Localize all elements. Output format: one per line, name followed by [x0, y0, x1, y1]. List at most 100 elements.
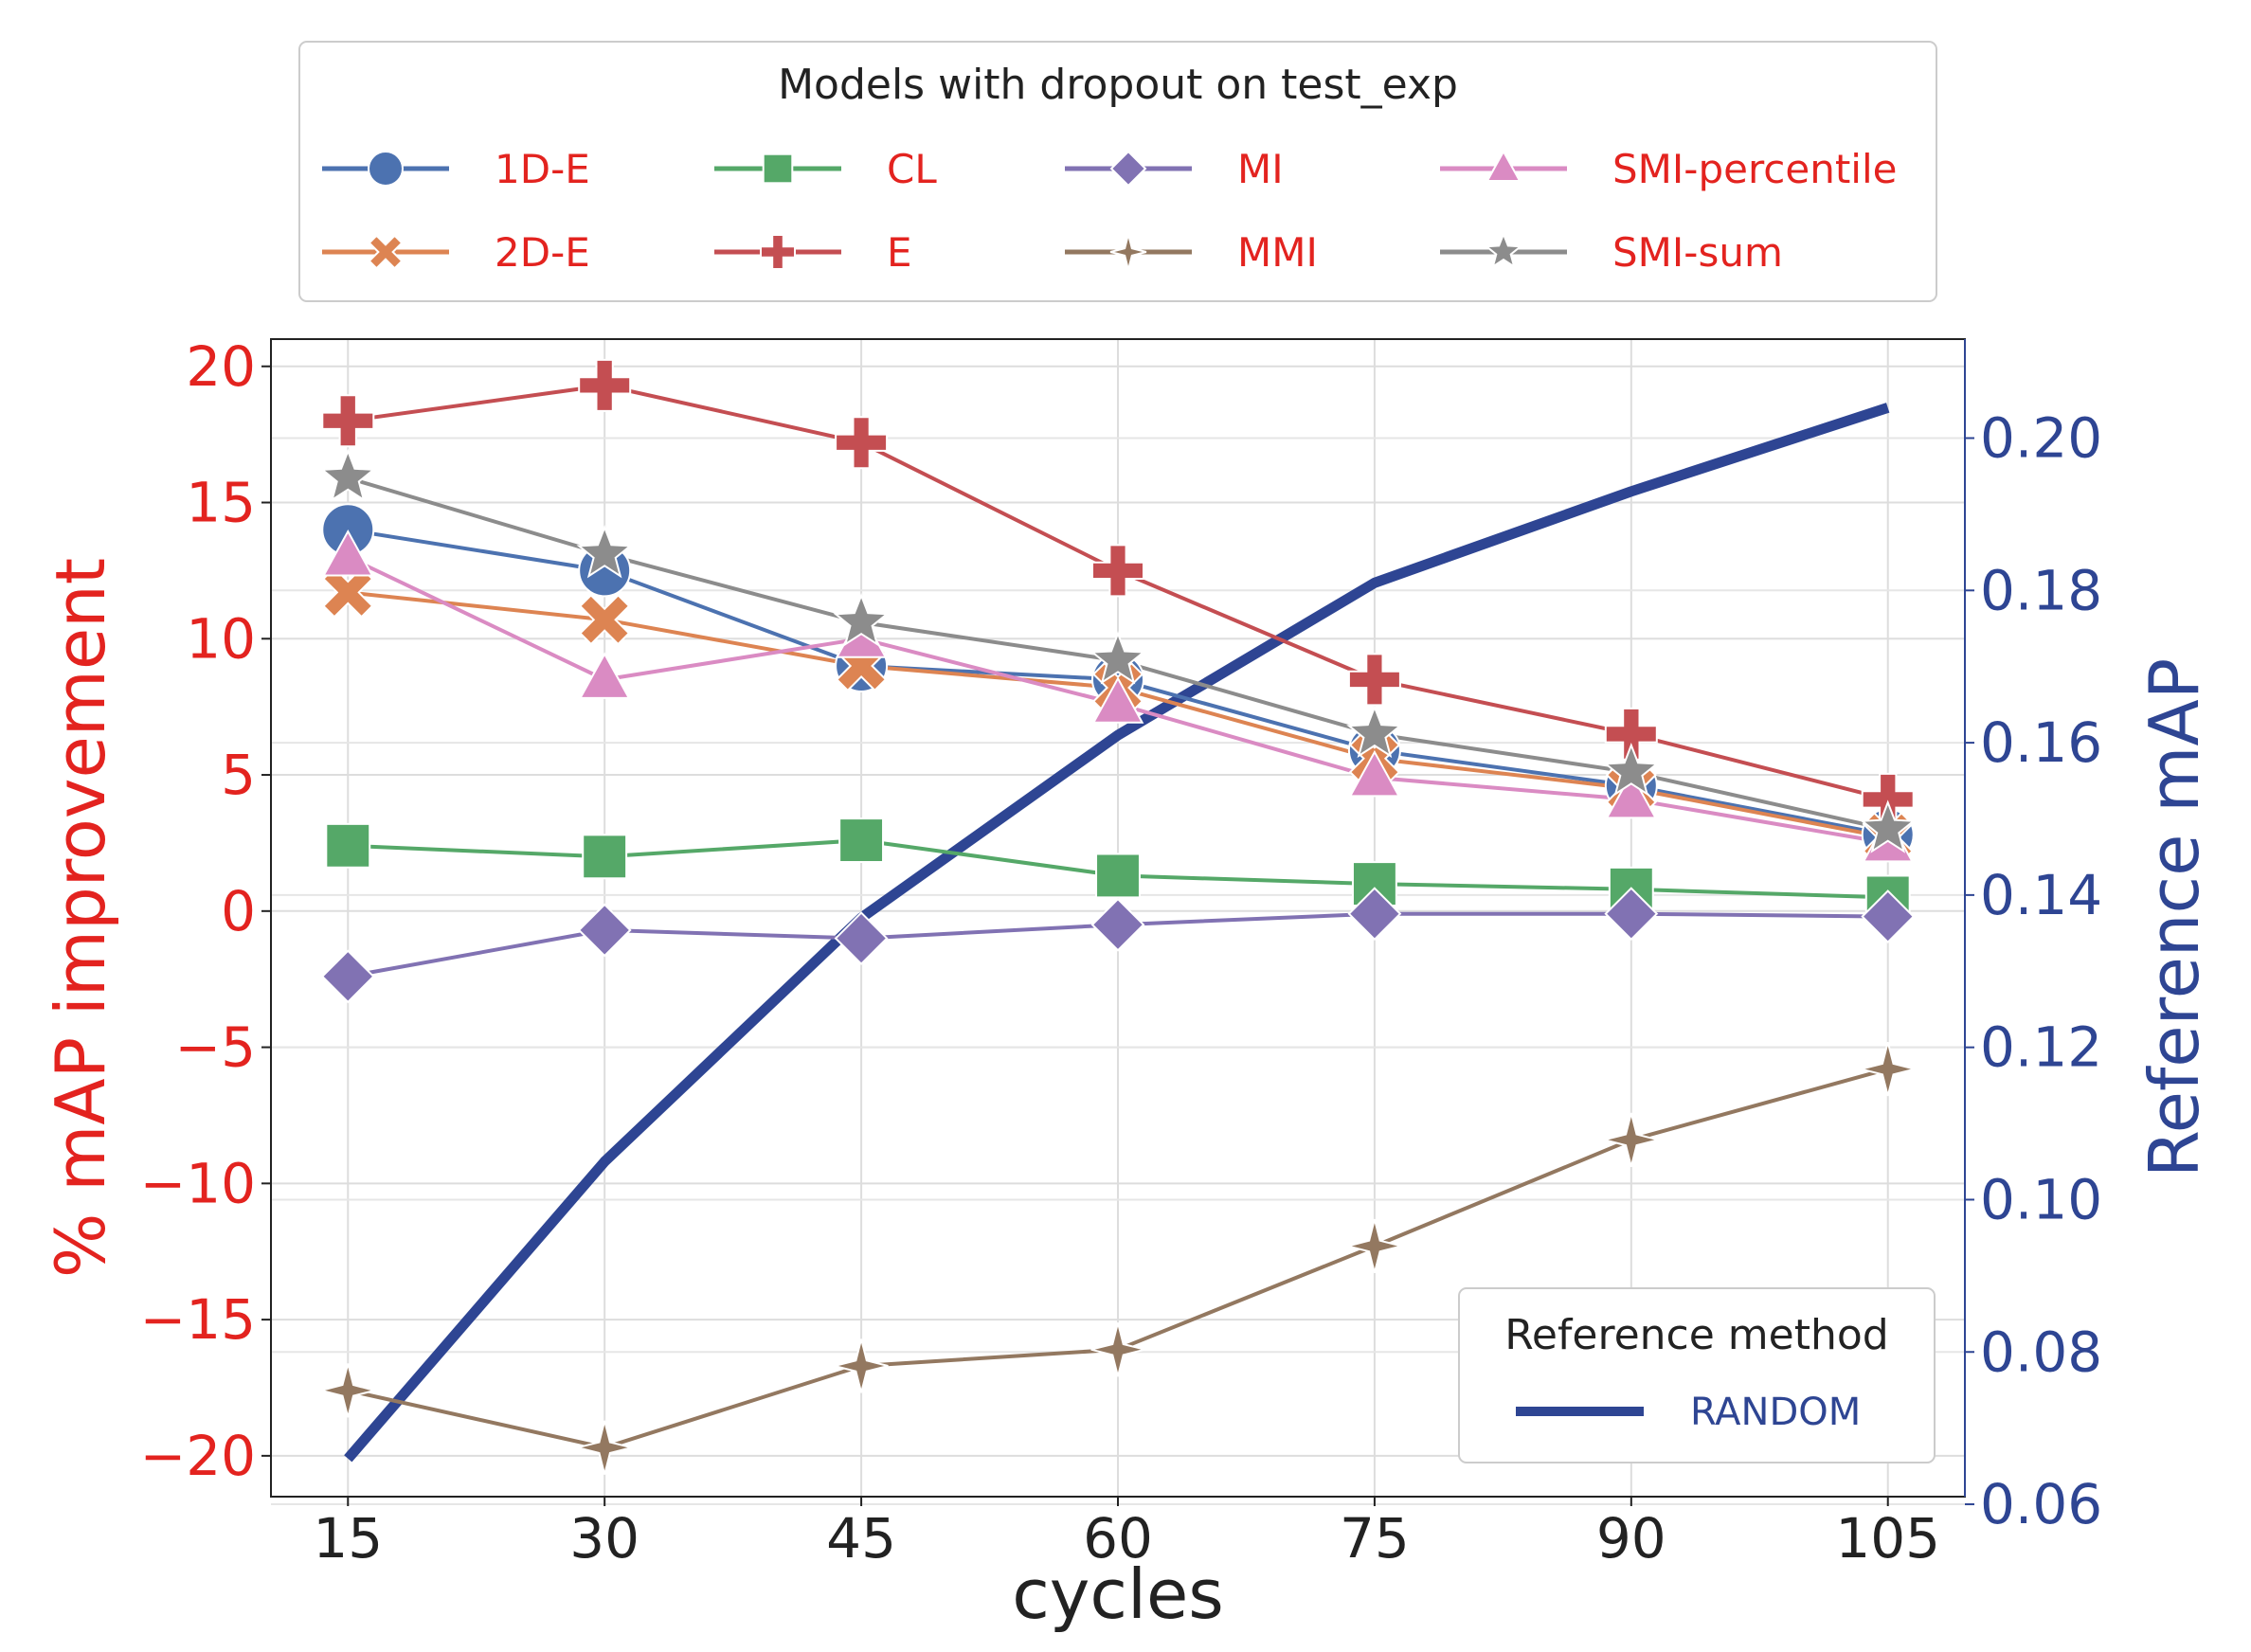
- x-tick-label: 90: [1596, 1506, 1666, 1571]
- legend-label-mi: MI: [1237, 146, 1284, 192]
- y2-tick-label: 0.18: [1980, 558, 2102, 622]
- y-tick-label: −20: [140, 1424, 256, 1488]
- point-mi: [1861, 889, 1916, 943]
- y-tick-labels: 20 15 10 5 0 −5 −10 −15 −20: [140, 334, 271, 1488]
- y2-tick-label: 0.06: [1980, 1472, 2102, 1536]
- point-e: [1347, 653, 1401, 707]
- point-cl: [582, 834, 628, 880]
- point-mmi: [1604, 1112, 1659, 1167]
- x-tick-label: 105: [1835, 1506, 1940, 1571]
- point-mmi: [577, 1420, 632, 1475]
- legend-marker-smi-sum: [1484, 231, 1523, 269]
- y2-axis-label: Reference mAP: [2134, 658, 2214, 1177]
- y-tick-label: −10: [140, 1151, 256, 1215]
- models-legend-title: Models with dropout on test_exp: [778, 61, 1458, 109]
- point-e: [835, 416, 889, 470]
- point-smi-sum: [833, 592, 890, 647]
- y2-tick-labels: 0.20 0.18 0.16 0.14 0.12 0.10 0.08 0.06: [1965, 406, 2102, 1536]
- legend-label-smi-sum: SMI-sum: [1612, 229, 1783, 276]
- markers-mi: [320, 887, 1916, 1004]
- point-mi: [834, 911, 889, 965]
- legend-entry-smi-sum: SMI-sum: [1440, 229, 1783, 276]
- x-tick-label: 45: [826, 1506, 896, 1571]
- models-legend-entries: 1D-E 2D-E CL E MI MMI SMI-percentile SMI-sum: [322, 146, 1897, 276]
- legend-label-cl: CL: [887, 146, 937, 192]
- point-mi: [1604, 887, 1659, 942]
- point-smi-sum: [1346, 704, 1403, 759]
- point-e: [321, 394, 375, 448]
- y2-tick-label: 0.12: [1980, 1015, 2102, 1080]
- legend-marker-mi: [1109, 150, 1147, 188]
- point-mmi: [1090, 1322, 1145, 1377]
- legend-entry-1d-e: 1D-E: [322, 146, 590, 192]
- y-axis-label: % mAP improvement: [41, 558, 120, 1278]
- models-legend: Models with dropout on test_exp 1D-E 2D-E…: [298, 41, 1937, 302]
- point-smi-percentile: [321, 529, 374, 577]
- model-series: [319, 358, 1917, 1475]
- legend-label-1d-e: 1D-E: [495, 146, 590, 192]
- x-tick-label: 75: [1340, 1506, 1410, 1571]
- point-2d-e-shape: [578, 593, 631, 646]
- point-smi-percentile: [1348, 749, 1401, 798]
- x-tick-label: 15: [313, 1506, 383, 1571]
- x-tick-labels: 15 30 45 60 75 90 105: [313, 1497, 1940, 1571]
- point-mi: [1090, 897, 1145, 952]
- legend-marker-mmi: [1109, 233, 1147, 271]
- reference-legend-label: RANDOM: [1690, 1391, 1861, 1434]
- legend-marker-cl: [762, 153, 794, 185]
- point-smi-sum: [319, 448, 376, 502]
- legend-marker-smi-percentile: [1486, 149, 1522, 182]
- point-smi-sum: [1860, 799, 1917, 853]
- point-mmi: [834, 1338, 889, 1393]
- legend-label-2d-e: 2D-E: [495, 229, 590, 276]
- point-mmi: [1347, 1218, 1402, 1274]
- point-cl: [838, 817, 885, 864]
- y-tick-label: −15: [140, 1287, 256, 1352]
- point-e: [1091, 544, 1144, 598]
- y-tick-label: 20: [186, 334, 256, 399]
- point-mmi: [1861, 1041, 1916, 1097]
- point-smi-sum: [576, 525, 633, 579]
- y2-tick-label: 0.10: [1980, 1167, 2102, 1231]
- legend-entry-mmi: MMI: [1065, 229, 1318, 276]
- legend-label-smi-percentile: SMI-percentile: [1612, 146, 1897, 192]
- reference-legend-title: Reference method: [1504, 1311, 1888, 1359]
- legend-label-mmi: MMI: [1237, 229, 1318, 276]
- point-2d-e: [578, 593, 631, 646]
- x-tick-label: 60: [1083, 1506, 1153, 1571]
- reference-legend-box: [1458, 1287, 1936, 1463]
- legend-marker-1d-e: [368, 151, 404, 187]
- y2-tick-label: 0.08: [1980, 1320, 2102, 1384]
- legend-entry-smi-percentile: SMI-percentile: [1440, 146, 1897, 192]
- reference-line-random: [344, 403, 1890, 1463]
- legend-marker-e: [760, 234, 796, 270]
- point-mi: [577, 903, 632, 958]
- point-cl: [325, 822, 371, 869]
- markers-e: [321, 358, 1915, 826]
- y-tick-label: −5: [175, 1015, 257, 1080]
- y2-tick-label: 0.14: [1980, 863, 2102, 927]
- legend-entry-e: E: [714, 229, 912, 276]
- point-smi-percentile: [1091, 676, 1144, 724]
- x-axis-label: cycles: [1012, 1554, 1224, 1634]
- point-smi-sum: [1089, 631, 1146, 685]
- point-cl: [1095, 853, 1141, 899]
- legend-label-e: E: [887, 229, 912, 276]
- legend-entry-cl: CL: [714, 146, 937, 192]
- point-smi-percentile: [1605, 771, 1658, 819]
- point-e: [578, 358, 632, 412]
- y-tick-label: 0: [221, 879, 256, 943]
- point-smi-sum: [1603, 743, 1660, 797]
- legend-entry-2d-e: 2D-E: [322, 229, 590, 276]
- y-tick-label: 5: [221, 743, 256, 807]
- point-mi: [320, 949, 375, 1004]
- legend-marker-2d-e-shape: [368, 234, 404, 270]
- reference-legend: Reference method RANDOM: [1458, 1287, 1936, 1463]
- point-mi: [1347, 887, 1402, 942]
- x-tick-label: 30: [569, 1506, 639, 1571]
- y-tick-label: 15: [186, 471, 256, 535]
- y-tick-label: 10: [186, 606, 256, 671]
- point-e: [1604, 707, 1658, 761]
- y2-tick-label: 0.20: [1980, 406, 2102, 471]
